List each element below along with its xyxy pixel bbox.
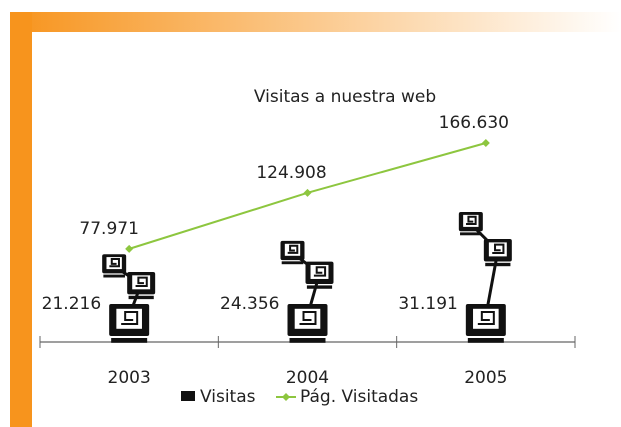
line-value-label: 166.630 — [439, 113, 509, 133]
x-tick-label: 2004 — [286, 368, 329, 388]
top-band — [10, 12, 621, 32]
left-band — [10, 12, 32, 427]
slide: Visitas a nuestra web 21.216 2003 24.356 20… — [0, 0, 621, 427]
line-point — [482, 139, 490, 147]
legend-icon-visitas — [181, 391, 195, 401]
x-tick-label: 2003 — [108, 368, 151, 388]
stand — [307, 285, 332, 288]
line-value-label: 124.908 — [256, 163, 326, 183]
bar-value-label: 21.216 — [42, 294, 101, 314]
stand — [485, 263, 510, 266]
x-tick-label: 2005 — [464, 368, 507, 388]
stand — [103, 275, 125, 278]
legend-marker — [282, 393, 290, 401]
bar-pictograph — [280, 239, 336, 343]
bar-pictograph — [458, 210, 514, 343]
line-point — [304, 189, 312, 197]
legend-label: Visitas — [200, 387, 256, 407]
bar-value-label: 24.356 — [220, 294, 279, 314]
chart-title: Visitas a nuestra web — [254, 87, 436, 107]
bar-value-label: 31.191 — [398, 294, 457, 314]
stand — [460, 232, 482, 235]
cable — [471, 224, 498, 316]
stand — [111, 338, 147, 343]
line-point — [125, 245, 133, 253]
stand — [468, 338, 504, 343]
bar-pictograph — [101, 252, 157, 343]
stand — [290, 338, 326, 343]
stand — [282, 261, 304, 264]
line-value-label: 77.971 — [79, 219, 138, 239]
stand — [129, 296, 154, 299]
legend: Visitas Pág. Visitadas — [181, 387, 418, 407]
legend-label: Pág. Visitadas — [300, 387, 418, 407]
